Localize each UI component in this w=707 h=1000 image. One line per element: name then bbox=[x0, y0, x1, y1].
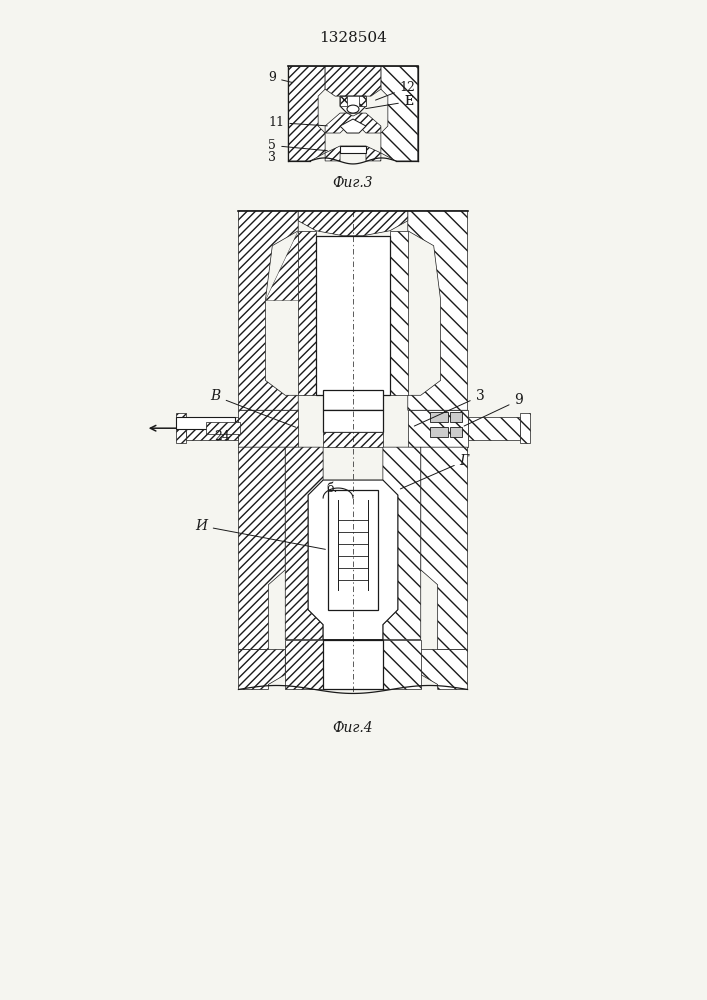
Polygon shape bbox=[421, 447, 467, 650]
Polygon shape bbox=[359, 96, 366, 106]
Polygon shape bbox=[298, 231, 316, 395]
Text: Г: Г bbox=[400, 454, 469, 489]
Polygon shape bbox=[323, 410, 383, 432]
Text: 12: 12 bbox=[375, 81, 416, 100]
Text: 3: 3 bbox=[269, 151, 276, 164]
Polygon shape bbox=[176, 413, 186, 443]
Polygon shape bbox=[340, 96, 347, 106]
Polygon shape bbox=[238, 211, 298, 410]
Polygon shape bbox=[323, 432, 383, 447]
Polygon shape bbox=[340, 146, 366, 153]
Text: 11: 11 bbox=[269, 116, 327, 129]
Polygon shape bbox=[340, 119, 366, 133]
Polygon shape bbox=[325, 113, 381, 133]
Polygon shape bbox=[316, 236, 390, 395]
Polygon shape bbox=[520, 413, 530, 443]
Text: 9: 9 bbox=[269, 71, 293, 84]
Text: 1328504: 1328504 bbox=[319, 31, 387, 45]
Text: E: E bbox=[404, 95, 413, 108]
Polygon shape bbox=[430, 412, 448, 422]
Text: 3: 3 bbox=[414, 389, 484, 426]
Polygon shape bbox=[186, 417, 238, 440]
Polygon shape bbox=[206, 422, 240, 434]
Text: 24: 24 bbox=[214, 430, 230, 443]
Polygon shape bbox=[383, 447, 421, 640]
Text: 9: 9 bbox=[464, 393, 523, 426]
Polygon shape bbox=[238, 410, 298, 447]
Text: И: И bbox=[196, 519, 325, 549]
Polygon shape bbox=[265, 231, 298, 301]
Polygon shape bbox=[323, 390, 383, 410]
Polygon shape bbox=[238, 650, 285, 689]
Polygon shape bbox=[308, 480, 398, 640]
Polygon shape bbox=[450, 427, 462, 437]
Polygon shape bbox=[390, 231, 408, 395]
Polygon shape bbox=[176, 417, 235, 429]
Polygon shape bbox=[383, 640, 421, 689]
Polygon shape bbox=[285, 447, 323, 640]
Text: Фиг.4: Фиг.4 bbox=[333, 721, 373, 735]
Polygon shape bbox=[450, 412, 462, 422]
Polygon shape bbox=[430, 427, 448, 437]
Polygon shape bbox=[408, 211, 467, 410]
Polygon shape bbox=[238, 447, 285, 650]
Text: В: В bbox=[211, 389, 296, 427]
Polygon shape bbox=[298, 211, 408, 236]
Polygon shape bbox=[325, 66, 381, 96]
Polygon shape bbox=[325, 146, 381, 161]
Polygon shape bbox=[381, 66, 418, 161]
Polygon shape bbox=[288, 66, 325, 161]
Polygon shape bbox=[421, 650, 467, 689]
Polygon shape bbox=[340, 96, 366, 113]
Ellipse shape bbox=[347, 105, 359, 113]
Text: Фиг.3: Фиг.3 bbox=[333, 176, 373, 190]
Text: E: E bbox=[366, 95, 413, 109]
Polygon shape bbox=[408, 410, 467, 447]
Text: 5: 5 bbox=[269, 139, 327, 152]
Polygon shape bbox=[328, 490, 378, 610]
Text: б.: б. bbox=[326, 482, 337, 495]
Polygon shape bbox=[467, 417, 520, 440]
Polygon shape bbox=[323, 640, 383, 689]
Polygon shape bbox=[285, 640, 323, 689]
